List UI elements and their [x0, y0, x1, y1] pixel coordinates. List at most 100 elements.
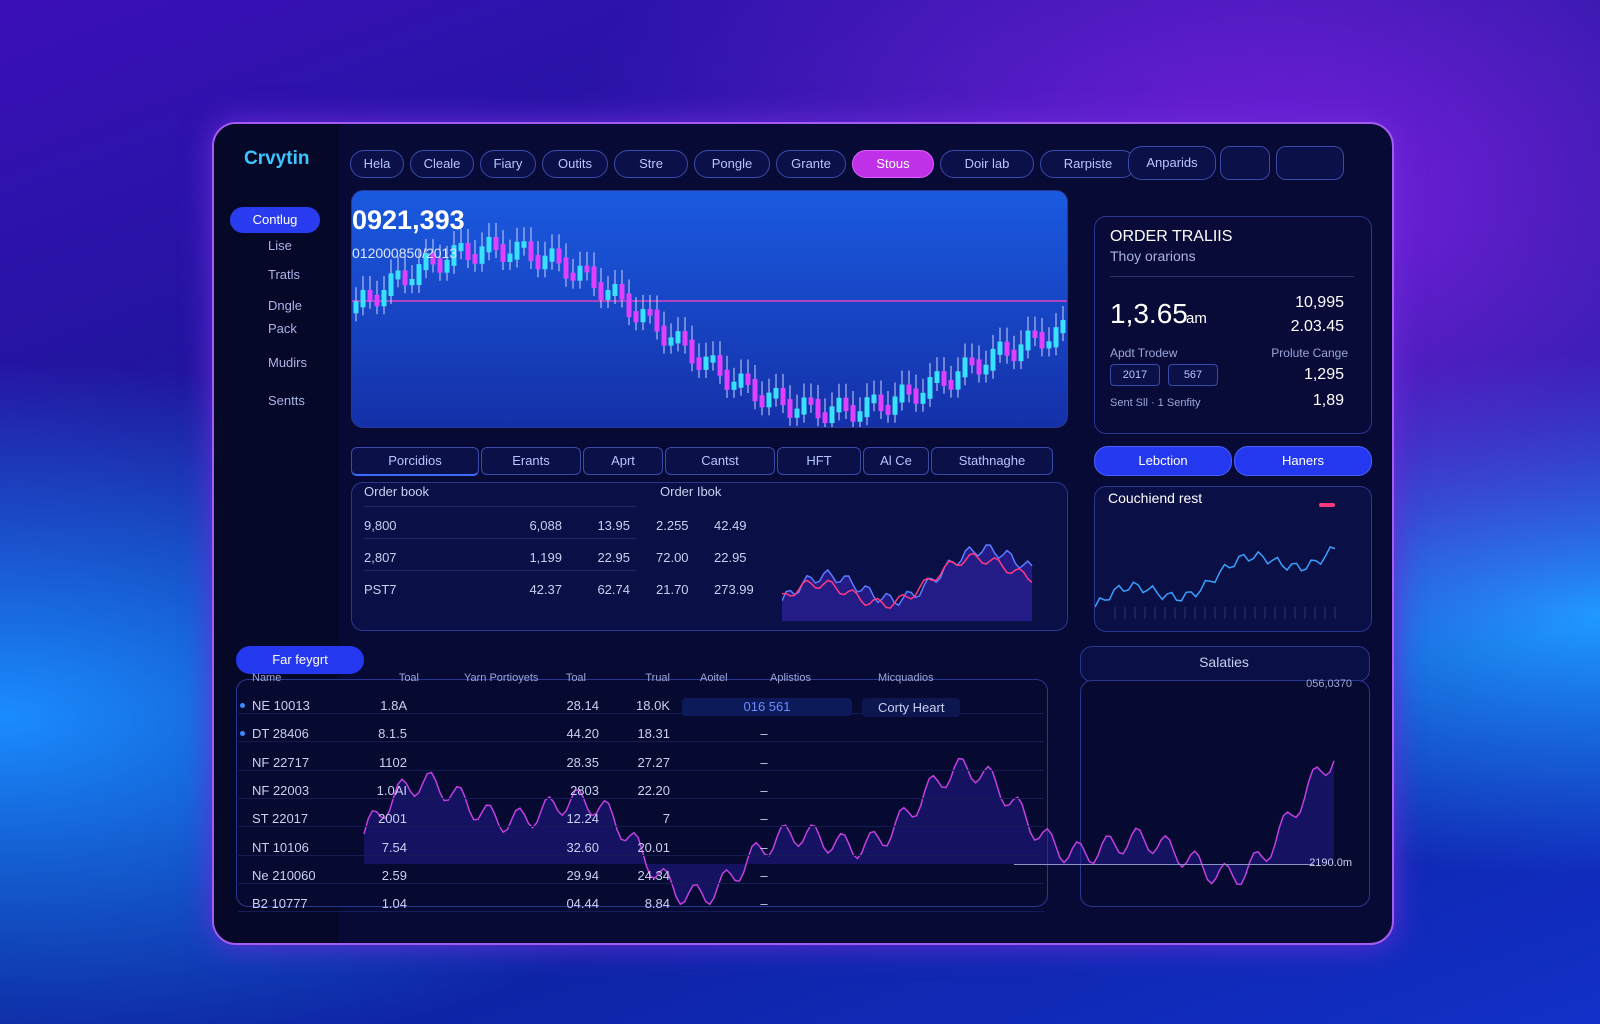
action-button[interactable]: Lebction: [1094, 446, 1232, 476]
candle: [808, 397, 814, 405]
candle: [997, 341, 1003, 355]
candle: [801, 397, 807, 415]
nav-tab[interactable]: Stre: [614, 150, 688, 178]
candle: [731, 381, 737, 390]
candle: [829, 406, 835, 424]
sub-tab[interactable]: Erants: [481, 447, 581, 475]
nav-tab[interactable]: Fiary: [480, 150, 536, 178]
nav-tab[interactable]: Hela: [350, 150, 404, 178]
candle: [766, 392, 772, 408]
candle: [556, 248, 562, 264]
candle: [535, 254, 541, 270]
card: [1094, 486, 1372, 632]
candle: [899, 384, 905, 403]
candle: [794, 408, 800, 418]
app-window: Crvytin 0921,393 012000850/2013 Hela Clea…: [212, 122, 1394, 945]
candle: [514, 241, 520, 260]
search-button[interactable]: [1220, 146, 1270, 180]
candle: [1060, 319, 1066, 334]
brand: Crvytin: [244, 148, 310, 169]
candle: [906, 384, 912, 395]
sub-tab[interactable]: Stathnaghe: [931, 447, 1053, 475]
sub-tab[interactable]: HFT: [777, 447, 861, 475]
candle: [668, 337, 674, 346]
side-panel: [1080, 680, 1370, 907]
candle: [983, 364, 989, 375]
candle: [920, 392, 926, 404]
candle: [451, 245, 457, 266]
candle: [710, 355, 716, 363]
candle: [752, 379, 758, 402]
candle: [1039, 331, 1045, 349]
hero-panel: 0921,393 012000850/2013: [351, 190, 1068, 428]
nav-tab[interactable]: Pongle: [694, 150, 770, 178]
candle: [577, 265, 583, 281]
candle: [605, 289, 611, 301]
candle: [542, 255, 548, 270]
candle: [717, 355, 723, 376]
candle: [675, 331, 681, 344]
account-menu[interactable]: Anparids: [1128, 146, 1216, 180]
candle: [780, 387, 786, 406]
candle: [444, 259, 450, 273]
book-line: [782, 544, 1033, 607]
candle: [787, 399, 793, 418]
candle: [479, 246, 485, 264]
candle: [871, 394, 877, 404]
candle: [969, 357, 975, 366]
candle: [367, 289, 373, 301]
candle: [1011, 349, 1017, 362]
candle: [927, 377, 933, 399]
nav-tab[interactable]: Rarpiste: [1040, 150, 1136, 178]
candle: [878, 394, 884, 411]
sub-tab[interactable]: Aprt: [583, 447, 663, 475]
candle: [563, 257, 569, 279]
candle: [864, 397, 870, 418]
sub-tab[interactable]: Porcidios: [351, 447, 479, 476]
candle: [486, 236, 492, 253]
candle: [948, 379, 954, 390]
candle: [633, 311, 639, 323]
candle: [773, 387, 779, 399]
candle: [1053, 327, 1059, 348]
action-button[interactable]: Haners: [1234, 446, 1372, 476]
candle: [1004, 341, 1010, 356]
card-line: [1095, 545, 1336, 608]
price-sub: 012000850/2013: [352, 245, 458, 261]
sub-tab[interactable]: Al Ce: [863, 447, 929, 475]
wallet-button[interactable]: [1276, 146, 1344, 180]
nav-tab[interactable]: Cleale: [410, 150, 474, 178]
candle: [430, 253, 436, 265]
candle: [465, 243, 471, 260]
candle: [402, 270, 408, 286]
candle: [934, 371, 940, 384]
book-line-area: [782, 545, 1032, 621]
candle: [381, 289, 387, 307]
candle: [647, 308, 653, 316]
candle: [1046, 341, 1052, 349]
candle: [591, 266, 597, 289]
nav-tab[interactable]: Doir lab: [940, 150, 1034, 178]
candle: [962, 357, 968, 378]
candle: [619, 283, 625, 300]
candle: [570, 272, 576, 281]
candle: [640, 308, 646, 323]
candle: [941, 371, 947, 386]
candle: [682, 331, 688, 346]
nav-tab[interactable]: Grante: [776, 150, 846, 178]
candle: [815, 398, 821, 419]
candle: [423, 253, 429, 271]
order-book-chart: [782, 544, 1033, 621]
candle: [521, 241, 527, 248]
candle: [458, 243, 464, 252]
candle: [437, 258, 443, 273]
candle: [836, 397, 842, 413]
candle: [745, 373, 751, 386]
candle: [703, 356, 709, 370]
sub-tab[interactable]: Cantst: [665, 447, 775, 475]
candle: [843, 397, 849, 412]
candle: [549, 248, 555, 262]
nav-tab[interactable]: Stous: [852, 150, 934, 178]
nav-tab[interactable]: Outits: [542, 150, 608, 178]
